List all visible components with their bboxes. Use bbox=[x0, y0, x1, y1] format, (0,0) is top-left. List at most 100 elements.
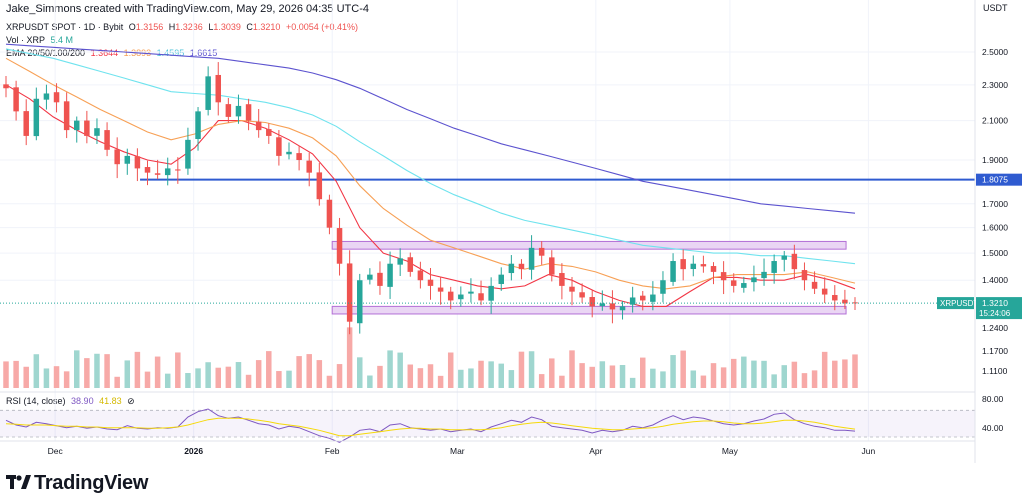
volume-bar bbox=[306, 354, 312, 388]
candle-body bbox=[74, 120, 80, 131]
volume-bar bbox=[387, 350, 393, 388]
volume-bar bbox=[84, 358, 90, 388]
time-tick-label: Jun bbox=[862, 446, 876, 456]
candle-body bbox=[377, 272, 383, 286]
volume-bar bbox=[730, 358, 737, 388]
price-tick-label: 2.5000 bbox=[982, 47, 1008, 57]
volume-bar bbox=[791, 361, 798, 388]
volume-bar bbox=[468, 368, 474, 388]
volume-bar bbox=[114, 376, 120, 388]
chart-header: Jake_Simmons created with TradingView.co… bbox=[0, 0, 1024, 16]
volume-bar bbox=[640, 357, 646, 388]
volume-bar bbox=[104, 354, 110, 388]
price-tick-label: 1.7000 bbox=[982, 199, 1008, 209]
volume-bar bbox=[508, 370, 515, 388]
volume-bar bbox=[751, 360, 757, 388]
volume-bar bbox=[185, 373, 191, 388]
candle-body bbox=[518, 263, 525, 270]
candle-body bbox=[801, 270, 808, 281]
candle-body bbox=[134, 156, 141, 169]
candle-body bbox=[680, 259, 686, 270]
candle-body bbox=[811, 281, 818, 289]
volume-bar bbox=[134, 351, 141, 388]
candle-body bbox=[559, 273, 565, 286]
price-chart[interactable]: 2.5000 2.3000 2.1000 1.9000 1.7000 1.6000 1.50… bbox=[0, 0, 1024, 463]
candle-body bbox=[478, 293, 484, 301]
volume-bar bbox=[650, 368, 656, 388]
price-tick-label: 1.1100 bbox=[982, 366, 1008, 376]
ema-label: EMA 20/50/100/200 bbox=[6, 48, 86, 58]
candles bbox=[3, 62, 858, 335]
time-tick-label: Feb bbox=[325, 446, 340, 456]
rsi-value: 38.90 bbox=[71, 396, 94, 406]
volume-bar bbox=[599, 361, 606, 388]
volume-bar bbox=[154, 356, 161, 388]
volume-bar bbox=[316, 360, 323, 388]
volume-legend[interactable]: Vol · XRP 5.4 M bbox=[6, 35, 76, 45]
volume-bar bbox=[518, 351, 525, 388]
legend-open: 1.3156 bbox=[135, 22, 164, 32]
volume-bar bbox=[771, 374, 777, 388]
volume-bar bbox=[346, 327, 353, 388]
volume-bar bbox=[559, 375, 565, 388]
candle-body bbox=[670, 261, 676, 282]
candle-body bbox=[63, 101, 70, 131]
price-tick-label: 1.1700 bbox=[982, 346, 1008, 356]
volume-bar bbox=[660, 371, 666, 388]
candle-body bbox=[458, 294, 464, 300]
countdown-value: 15:24:06 bbox=[979, 309, 1011, 318]
candle-body bbox=[781, 255, 787, 260]
volume-bar bbox=[43, 368, 50, 388]
candle-body bbox=[316, 172, 323, 200]
volume-bar bbox=[427, 364, 434, 388]
candle-body bbox=[3, 84, 9, 89]
price-tick-label: 1.4000 bbox=[982, 275, 1008, 285]
time-tick-label: Dec bbox=[48, 446, 64, 456]
candle-body bbox=[589, 297, 595, 307]
volume-bar bbox=[225, 366, 232, 388]
volume-bar bbox=[629, 377, 636, 388]
volume-bar bbox=[235, 362, 242, 388]
volume-value: 5.4 M bbox=[50, 35, 74, 45]
legend-open-label: O bbox=[128, 22, 136, 32]
candle-body bbox=[468, 291, 474, 294]
candle-body bbox=[660, 280, 666, 294]
rsi-ma-line bbox=[5, 417, 856, 437]
candle-body bbox=[488, 285, 494, 301]
volume-bars bbox=[3, 327, 858, 388]
volume-bar bbox=[407, 364, 414, 388]
volume-bar bbox=[336, 364, 343, 388]
rsi-axis: 80.00 40.00 bbox=[982, 394, 1004, 433]
rsi-legend[interactable]: RSI (14, close) 38.90 41.83 ⊘ bbox=[6, 396, 138, 407]
symbol-tag-label: XRPUSDT bbox=[940, 299, 978, 308]
candle-body bbox=[23, 111, 29, 136]
rsi-hidden-icon[interactable]: ⊘ bbox=[127, 396, 135, 406]
candle-body bbox=[629, 297, 636, 305]
candle-body bbox=[225, 104, 232, 117]
ema100-value: 1.4595 bbox=[156, 48, 185, 58]
candle-body bbox=[286, 151, 292, 155]
candle-body bbox=[114, 149, 120, 165]
candle-body bbox=[751, 277, 757, 283]
volume-bar bbox=[710, 363, 717, 388]
ema20-value: 1.3644 bbox=[90, 48, 119, 58]
candle-body bbox=[296, 153, 302, 161]
volume-bar bbox=[245, 374, 252, 388]
volume-bar bbox=[680, 350, 686, 388]
volume-bar bbox=[852, 354, 858, 388]
volume-bar bbox=[357, 357, 363, 388]
candle-body bbox=[528, 247, 535, 270]
currency-label: USDT bbox=[983, 3, 1008, 13]
candle-body bbox=[397, 258, 403, 265]
volume-bar bbox=[215, 367, 221, 388]
rsi-tick-label: 80.00 bbox=[982, 394, 1004, 404]
time-tick-label: May bbox=[722, 446, 739, 456]
chart-grid bbox=[0, 0, 975, 441]
candle-body bbox=[326, 199, 333, 228]
symbol-legend[interactable]: XRPUSDT SPOT · 1D · Bybit O1.3156 H1.323… bbox=[6, 22, 361, 32]
candle-body bbox=[175, 169, 181, 171]
volume-bar bbox=[3, 361, 9, 388]
range-zone-2 bbox=[331, 305, 847, 315]
legend-low: 1.3039 bbox=[213, 22, 241, 32]
price-tick-label: 1.6000 bbox=[982, 223, 1008, 233]
